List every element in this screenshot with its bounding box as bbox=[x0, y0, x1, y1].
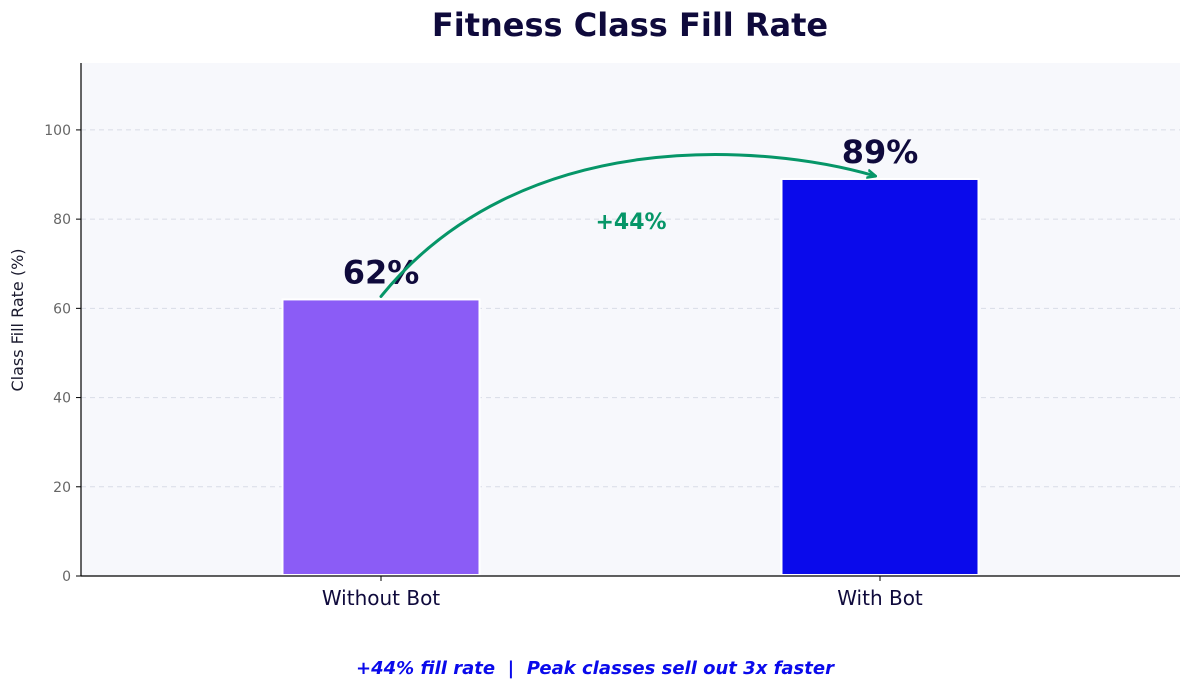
grid bbox=[81, 129, 1180, 488]
y-tick-label: 40 bbox=[53, 391, 71, 407]
y-tick-label: 60 bbox=[53, 301, 71, 317]
bar-value-label: 62% bbox=[343, 253, 420, 291]
y-tick-label: 80 bbox=[53, 212, 71, 228]
x-tick-label: With Bot bbox=[837, 586, 923, 610]
bars bbox=[281, 177, 980, 576]
increase-annotation: +44% bbox=[595, 210, 666, 235]
increase-arrow bbox=[379, 153, 875, 298]
chart-title: Fitness Class Fill Rate bbox=[432, 6, 828, 44]
y-tick-label: 0 bbox=[62, 569, 71, 585]
y-tick-label: 100 bbox=[44, 123, 71, 139]
footer-caption: +44% fill rate | Peak classes sell out 3… bbox=[356, 658, 835, 679]
bar-without-bot bbox=[281, 298, 481, 576]
y-axis-label: Class Fill Rate (%) bbox=[8, 248, 27, 391]
value-labels: 62% 89% bbox=[343, 133, 919, 291]
x-tick-label: Without Bot bbox=[322, 586, 440, 610]
y-ticks: 0 20 40 60 80 100 bbox=[44, 123, 81, 585]
bar-value-label: 89% bbox=[842, 133, 919, 171]
plot-background bbox=[81, 63, 1180, 576]
y-tick-label: 20 bbox=[53, 480, 71, 496]
x-ticks: Without Bot With Bot bbox=[322, 576, 923, 610]
bar-with-bot bbox=[780, 177, 980, 576]
